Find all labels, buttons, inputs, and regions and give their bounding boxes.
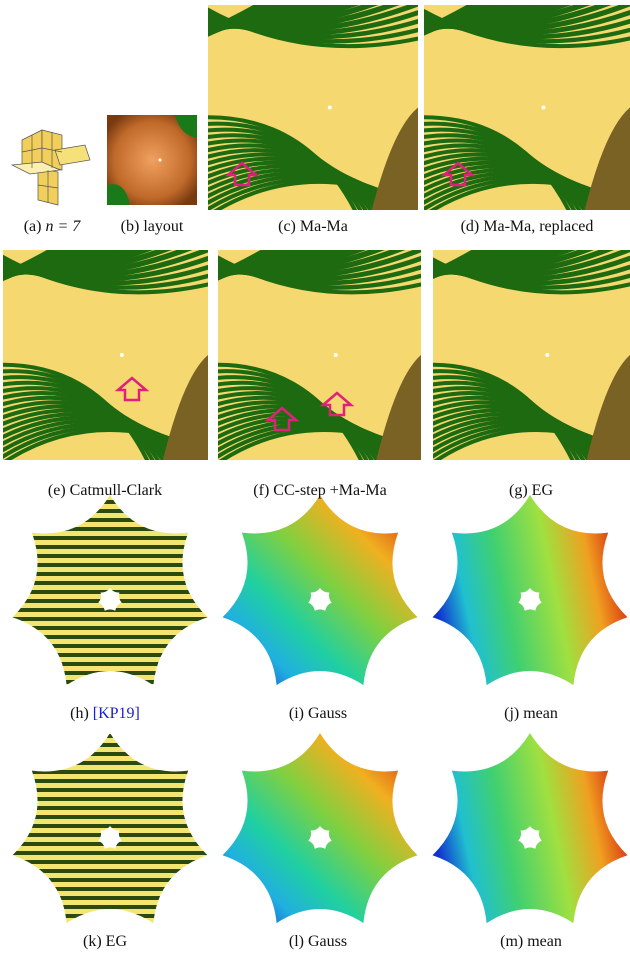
caption: (l) Gauss [289,933,347,951]
vertex-dot [328,106,332,110]
caption-label: (f) [253,482,269,499]
caption-text: Gauss [308,933,347,950]
caption: (e) Catmull-Clark [48,482,162,500]
caption-text: n = 7 [45,218,80,235]
caption-text: Catmull-Clark [70,482,162,499]
caption: (b) layout [121,218,184,236]
caption-text: Ma-Ma, replaced [483,218,593,235]
caption: (k) EG [83,933,127,951]
caption: (h) [KP19] [70,705,140,723]
caption-label: (k) [83,933,102,950]
caption-text: CC-step +Ma-Ma [273,482,386,499]
caption: (a) n = 7 [24,218,81,236]
vertex-dot [545,353,549,357]
vertex-dot [120,353,124,357]
caption-text: layout [143,218,183,235]
caption-label: (l) [289,933,304,950]
caption-label: (d) [461,218,480,235]
caption-text[interactable]: [KP19] [93,705,140,722]
caption-label: (b) [121,218,140,235]
caption: (m) mean [500,933,562,951]
caption-label: (j) [504,705,519,722]
vertex-dot [541,106,545,110]
caption-label: (g) [509,482,528,499]
caption-text: mean [527,933,562,950]
zebra-image [383,0,630,223]
caption: (f) CC-step +Ma-Ma [253,482,386,500]
caption-text: Gauss [308,705,347,722]
caption: (d) Ma-Ma, replaced [461,218,594,236]
caption-label: (e) [48,482,66,499]
vertex-dot [334,353,338,357]
figure-art [0,0,630,959]
caption-label: (m) [500,933,523,950]
caption-label: (h) [70,705,89,722]
caption-text: mean [523,705,558,722]
caption-label: (i) [289,705,304,722]
caption-text: EG [532,482,553,499]
cube-sketch [12,130,90,205]
caption: (i) Gauss [289,705,347,723]
caption-label: (a) [24,218,42,235]
figure: (a) n = 7 (b) layout (c) Ma-Ma (d) Ma-Ma, r… [0,0,630,959]
caption: (c) Ma-Ma [278,218,348,236]
caption-label: (c) [278,218,296,235]
caption: (g) EG [509,482,553,500]
caption-text: EG [106,933,127,950]
caption-text: Ma-Ma [300,218,348,235]
caption: (j) mean [504,705,558,723]
layout-image [107,115,197,205]
